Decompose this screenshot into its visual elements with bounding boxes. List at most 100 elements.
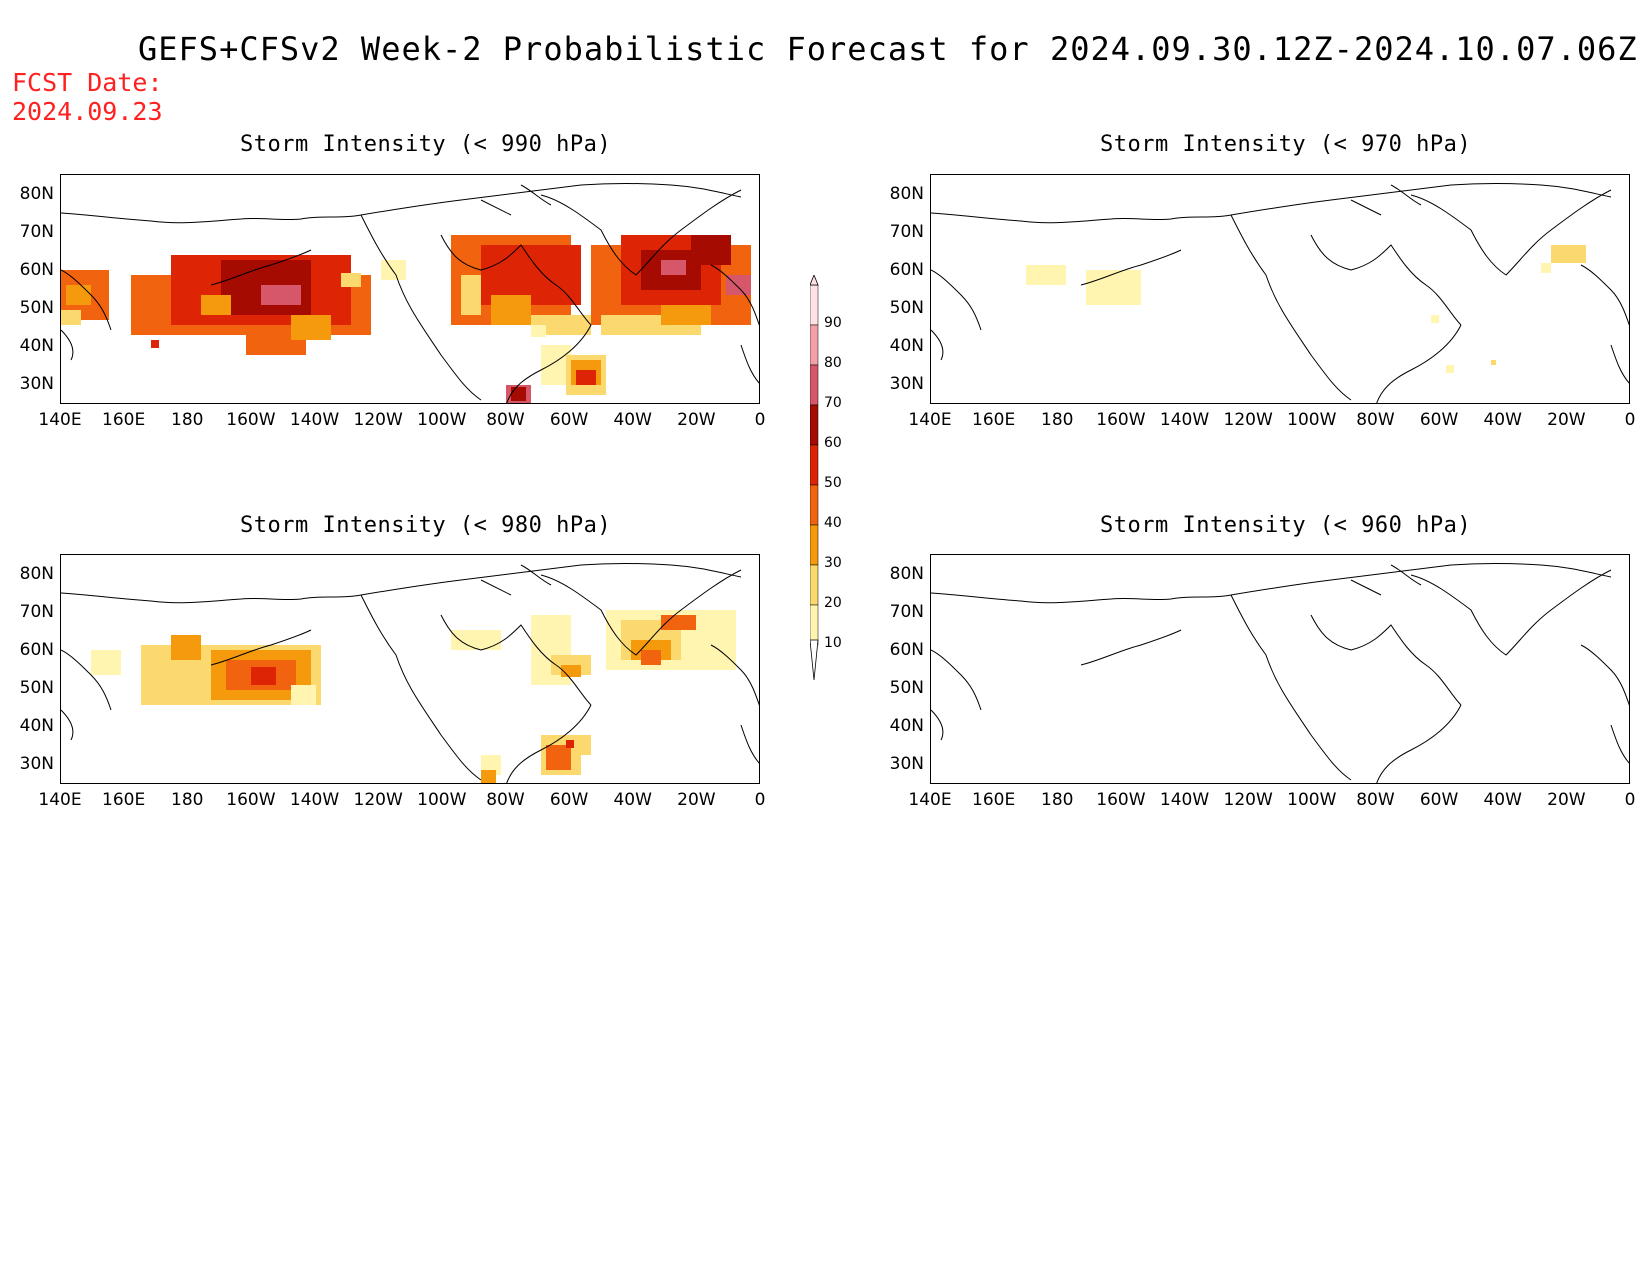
lat-label-960: 60N <box>889 640 924 660</box>
panel-title-970: Storm Intensity (< 970 hPa) <box>1100 132 1472 157</box>
colorbar-swatch <box>810 364 819 406</box>
forecast-date-value: 2024.09.23 <box>12 97 163 126</box>
shading-970 <box>1026 245 1586 373</box>
page-title: GEFS+CFSv2 Week-2 Probabilistic Forecast… <box>138 30 1638 68</box>
lon-label-960: 180 <box>1041 790 1074 810</box>
lat-label-960: 80N <box>889 564 924 584</box>
lat-label-980: 30N <box>19 754 54 774</box>
lon-label-960: 100W <box>1287 790 1337 810</box>
panel-title-960: Storm Intensity (< 960 hPa) <box>1100 513 1472 538</box>
lon-label-970: 140W <box>1159 410 1210 430</box>
lat-label-990: 30N <box>19 374 54 394</box>
map-panel-960 <box>930 554 1630 784</box>
lat-label-990: 60N <box>19 260 54 280</box>
probability-field-960 <box>931 563 1629 783</box>
panel-title-990: Storm Intensity (< 990 hPa) <box>240 132 612 157</box>
lon-label-990: 140E <box>38 410 82 430</box>
lat-label-960: 30N <box>889 754 924 774</box>
forecast-date-label: FCST Date: <box>12 68 163 97</box>
colorbar-level-label: 70 <box>824 395 842 411</box>
coastlines-980 <box>61 563 759 783</box>
lon-label-960: 60W <box>1419 790 1459 810</box>
shading-990 <box>61 235 751 403</box>
forecast-date-block: FCST Date: 2024.09.23 <box>12 68 163 126</box>
lon-label-980: 20W <box>677 790 716 810</box>
colorbar-level-label: 20 <box>824 595 842 611</box>
colorbar-bottom-arrow <box>810 639 819 681</box>
lon-label-970: 140E <box>908 410 952 430</box>
lon-label-980: 160E <box>102 790 146 810</box>
colorbar-swatch <box>810 444 819 486</box>
lat-label-960: 70N <box>889 602 924 622</box>
lon-label-970: 80W <box>1356 410 1395 430</box>
lon-label-970: 120W <box>1223 410 1273 430</box>
probability-field-980 <box>61 563 759 783</box>
lon-label-980: 140E <box>38 790 82 810</box>
coastlines-990 <box>61 183 759 403</box>
lat-label-990: 70N <box>19 222 54 242</box>
lon-label-960: 20W <box>1547 790 1586 810</box>
lon-label-970: 60W <box>1419 410 1459 430</box>
colorbar-level-label: 50 <box>824 475 842 491</box>
lat-label-970: 80N <box>889 184 924 204</box>
lat-label-960: 50N <box>889 678 924 698</box>
lat-label-990: 80N <box>19 184 54 204</box>
lon-label-960: 120W <box>1223 790 1273 810</box>
lon-label-960: 0 <box>1624 790 1636 810</box>
lat-label-990: 40N <box>19 336 54 356</box>
lon-label-990: 140W <box>289 410 340 430</box>
lon-label-980: 0 <box>754 790 766 810</box>
lon-label-970: 40W <box>1483 410 1522 430</box>
lon-label-990: 100W <box>417 410 467 430</box>
lat-label-980: 50N <box>19 678 54 698</box>
lat-label-980: 60N <box>19 640 54 660</box>
map-panel-970 <box>930 174 1630 404</box>
colorbar <box>810 275 819 681</box>
lon-label-980: 40W <box>613 790 652 810</box>
lon-label-990: 160E <box>102 410 146 430</box>
lon-label-990: 20W <box>677 410 716 430</box>
lat-label-970: 40N <box>889 336 924 356</box>
lon-label-960: 140W <box>1159 790 1210 810</box>
lon-label-980: 120W <box>353 790 403 810</box>
lon-label-990: 0 <box>754 410 766 430</box>
shading-980 <box>91 610 736 783</box>
map-panel-990 <box>60 174 760 404</box>
lon-label-990: 160W <box>226 410 276 430</box>
colorbar-level-label: 10 <box>824 635 842 651</box>
colorbar-level-label: 90 <box>824 315 842 331</box>
lat-label-970: 60N <box>889 260 924 280</box>
lat-label-970: 50N <box>889 298 924 318</box>
colorbar-top-arrow <box>810 275 819 286</box>
lon-label-970: 160E <box>972 410 1016 430</box>
lat-label-970: 70N <box>889 222 924 242</box>
colorbar-swatch <box>810 484 819 526</box>
lon-label-960: 140E <box>908 790 952 810</box>
lon-label-960: 40W <box>1483 790 1522 810</box>
lon-label-970: 100W <box>1287 410 1337 430</box>
panel-title-980: Storm Intensity (< 980 hPa) <box>240 513 612 538</box>
colorbar-swatch <box>810 284 819 326</box>
lon-label-970: 20W <box>1547 410 1586 430</box>
coastlines-970 <box>931 183 1629 403</box>
lat-label-980: 40N <box>19 716 54 736</box>
colorbar-swatch <box>810 324 819 366</box>
lat-label-980: 80N <box>19 564 54 584</box>
lon-label-980: 180 <box>171 790 204 810</box>
coastlines-960 <box>931 563 1629 783</box>
colorbar-level-label: 30 <box>824 555 842 571</box>
lon-label-990: 120W <box>353 410 403 430</box>
lat-label-980: 70N <box>19 602 54 622</box>
lon-label-990: 80W <box>486 410 525 430</box>
lon-label-970: 0 <box>1624 410 1636 430</box>
lon-label-990: 60W <box>549 410 589 430</box>
probability-field-970 <box>931 183 1629 403</box>
colorbar-swatch <box>810 564 819 606</box>
lon-label-980: 100W <box>417 790 467 810</box>
map-panel-980 <box>60 554 760 784</box>
lat-label-970: 30N <box>889 374 924 394</box>
colorbar-swatch <box>810 404 819 446</box>
lon-label-970: 180 <box>1041 410 1074 430</box>
lat-label-990: 50N <box>19 298 54 318</box>
lon-label-990: 40W <box>613 410 652 430</box>
